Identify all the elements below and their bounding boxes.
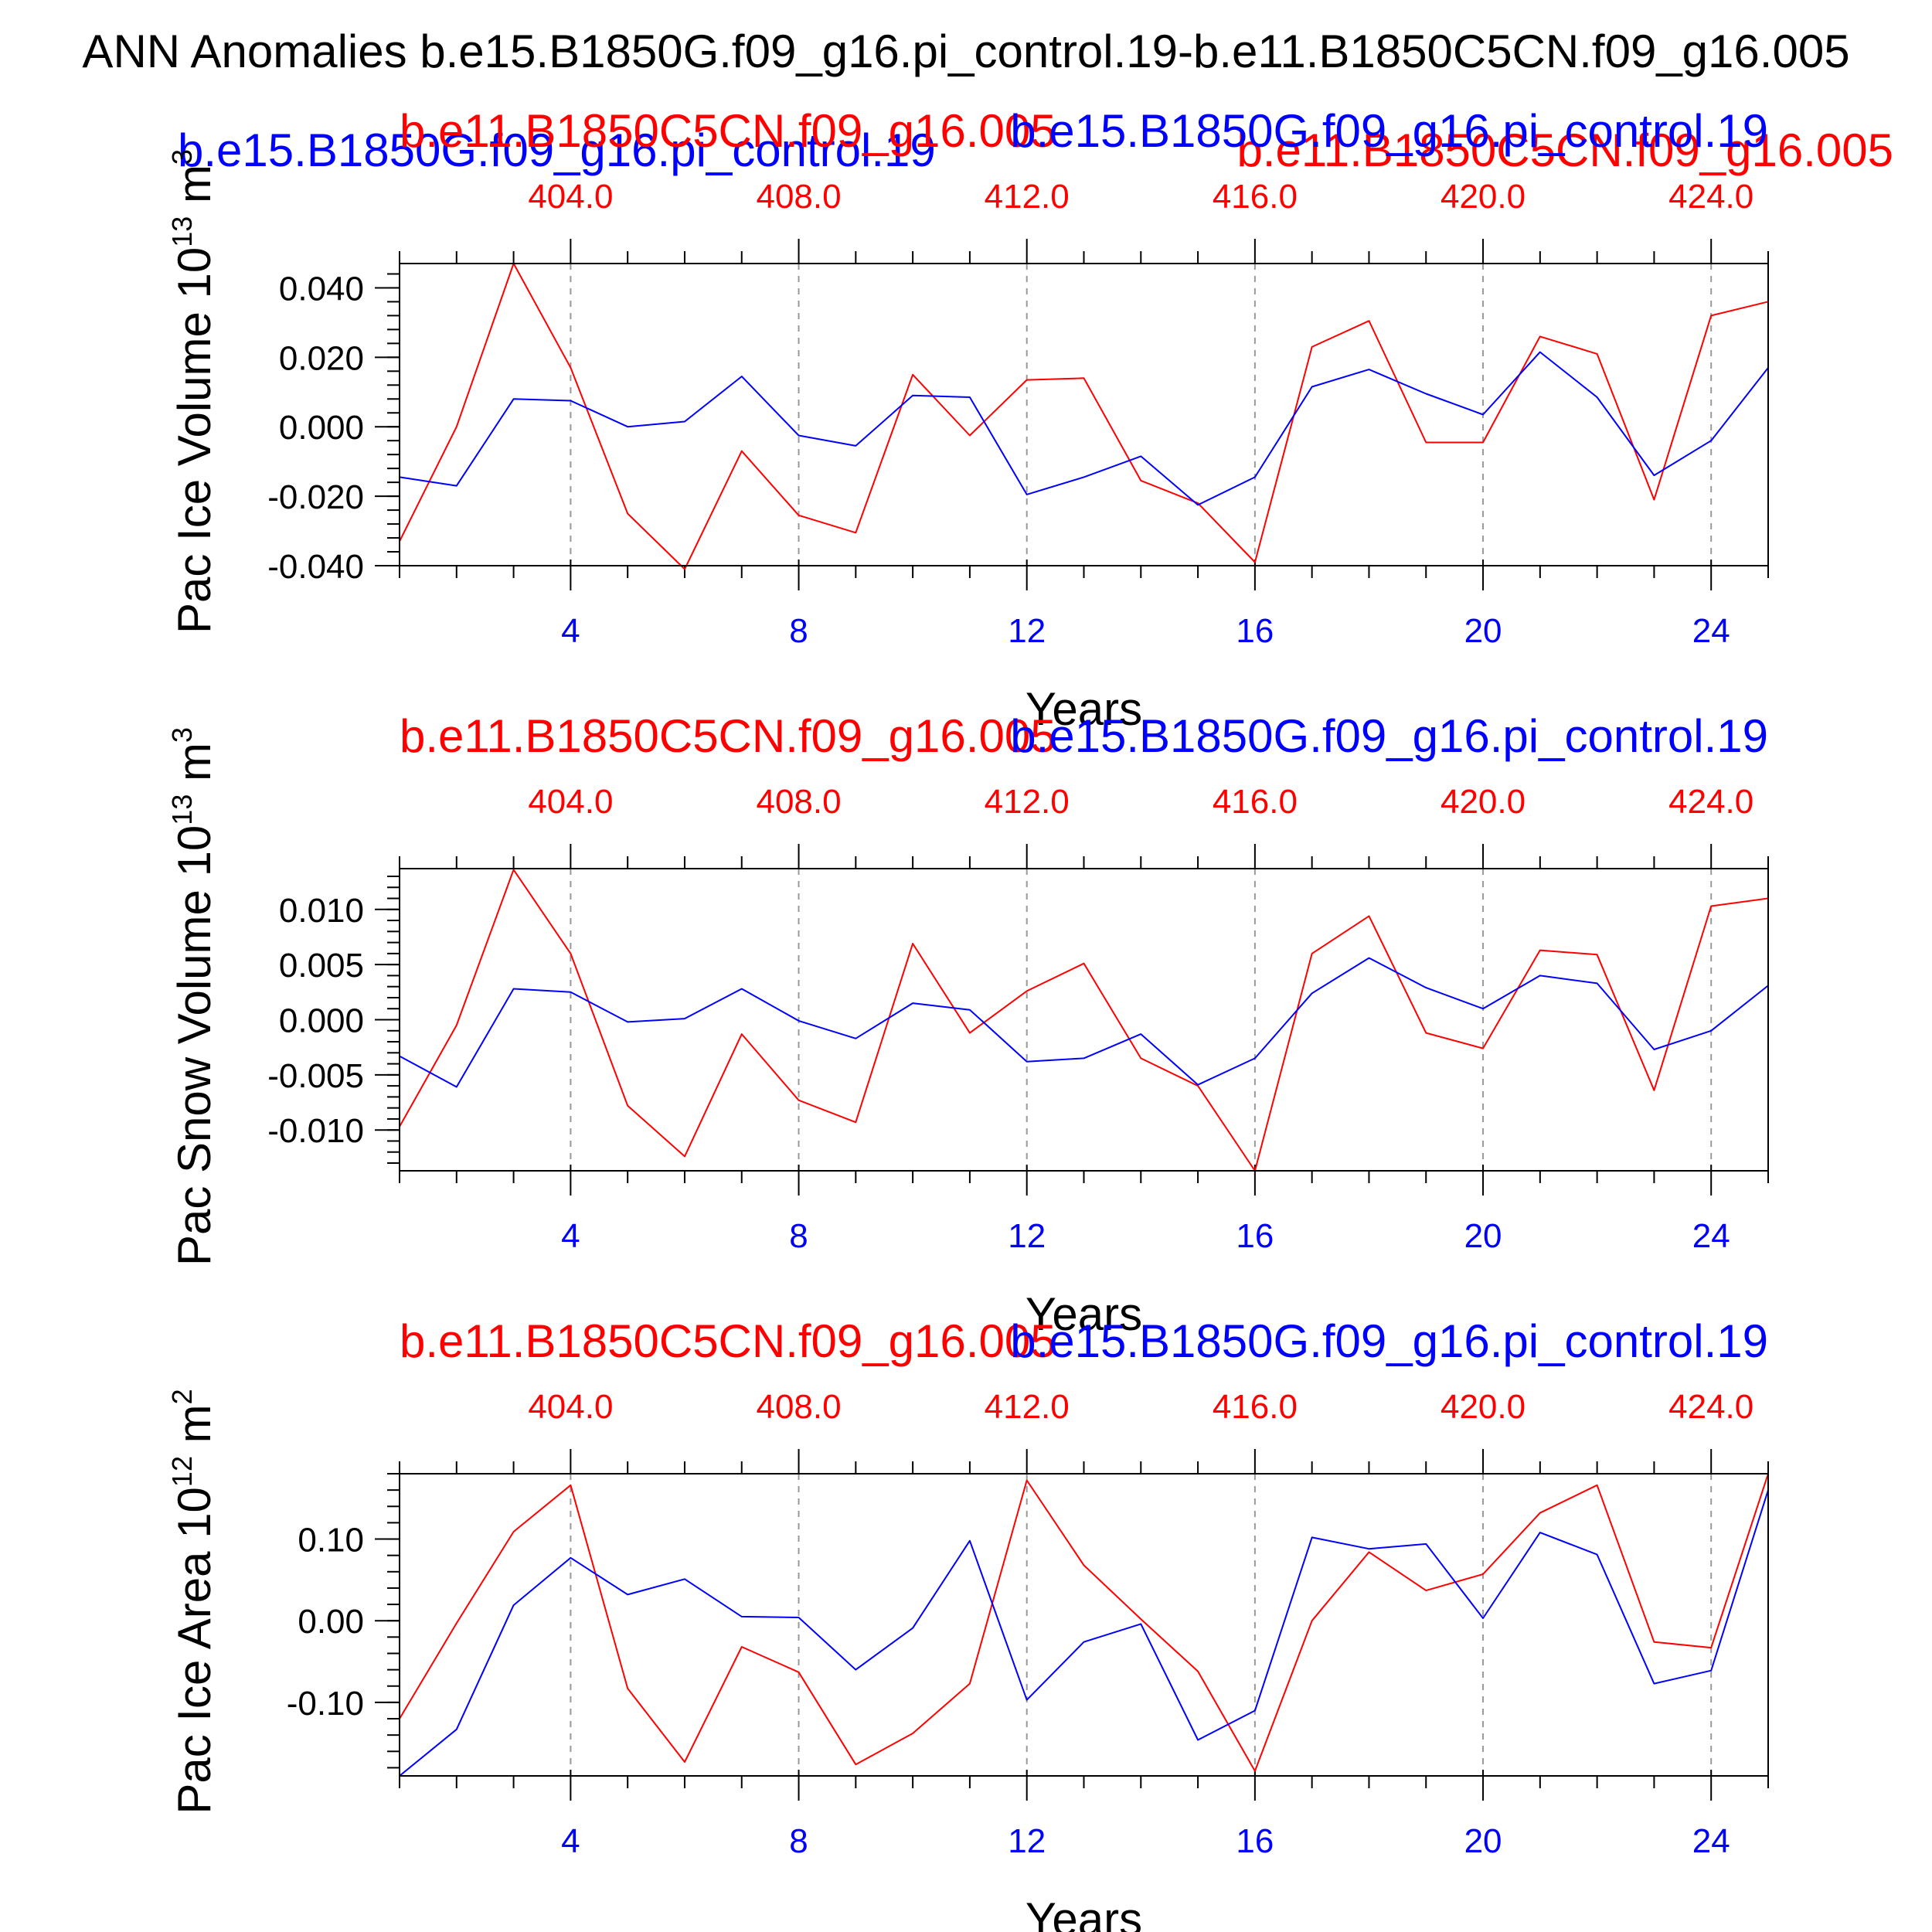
x-tick-label: 8 xyxy=(789,1822,808,1860)
top-label-blue: b.e15.B1850G.f09_g16.pi_control.19 xyxy=(1010,710,1768,762)
y-axis-title-unit-exponent: 3 xyxy=(166,149,198,165)
top-tick-label: 408.0 xyxy=(756,178,841,216)
top-tick-label: 416.0 xyxy=(1213,1388,1298,1426)
y-axis-title-unit: m xyxy=(168,165,220,216)
x-tick-label: 24 xyxy=(1692,1217,1730,1255)
top-tick-label: 412.0 xyxy=(985,783,1070,821)
y-axis-title: Pac Ice Volume 1013 m3 xyxy=(166,149,220,634)
top-label-red: b.e11.B1850C5CN.f09_g16.005 xyxy=(400,105,1056,157)
series-line-blue xyxy=(399,957,1769,1088)
x-tick-label: 16 xyxy=(1236,1217,1274,1255)
y-axis-title-main: Pac Ice Volume 10 xyxy=(168,247,220,634)
y-tick-label: -0.10 xyxy=(287,1685,364,1723)
plot-frame xyxy=(399,263,1769,566)
y-axis-title-exponent: 13 xyxy=(166,794,198,825)
top-tick-label: 404.0 xyxy=(528,178,613,216)
x-axis-title: Years xyxy=(1026,1288,1142,1340)
x-tick-label: 12 xyxy=(1008,612,1046,650)
series-line-red xyxy=(399,263,1769,570)
x-tick-label: 20 xyxy=(1464,1822,1502,1860)
top-label-red: b.e11.B1850C5CN.f09_g16.005 xyxy=(400,1315,1056,1367)
top-tick-label: 424.0 xyxy=(1668,783,1753,821)
top-tick-label: 404.0 xyxy=(528,783,613,821)
y-axis-title-unit: m xyxy=(168,743,220,794)
y-axis-title-exponent: 12 xyxy=(166,1456,198,1487)
x-tick-label: 8 xyxy=(789,1217,808,1255)
x-tick-label: 12 xyxy=(1008,1822,1046,1860)
top-tick-label: 416.0 xyxy=(1213,783,1298,821)
y-axis-title: Pac Ice Area 1012 m2 xyxy=(166,1389,220,1814)
top-tick-label: 408.0 xyxy=(756,783,841,821)
x-axis-title: Years xyxy=(1026,683,1142,735)
y-axis-title-exponent: 13 xyxy=(166,216,198,247)
plot-frame xyxy=(399,1473,1769,1777)
y-tick-label: -0.020 xyxy=(267,478,364,516)
top-label-blue: b.e15.B1850G.f09_g16.pi_control.19 xyxy=(1010,1315,1768,1367)
top-tick-label: 424.0 xyxy=(1668,178,1753,216)
x-tick-label: 24 xyxy=(1692,1822,1730,1860)
top-tick-label: 408.0 xyxy=(756,1388,841,1426)
top-tick-label: 412.0 xyxy=(985,178,1070,216)
plot-frame xyxy=(399,868,1769,1172)
x-tick-label: 16 xyxy=(1236,612,1274,650)
x-tick-label: 4 xyxy=(561,1217,580,1255)
series-line-red xyxy=(399,869,1769,1172)
y-axis-title-unit-exponent: 3 xyxy=(166,727,198,743)
y-axis-title-main: Pac Ice Area 10 xyxy=(168,1487,220,1815)
y-axis-title-main: Pac Snow Volume 10 xyxy=(168,825,220,1266)
series-line-blue xyxy=(399,351,1769,506)
x-tick-label: 24 xyxy=(1692,612,1730,650)
y-tick-label: 0.010 xyxy=(279,892,364,930)
series-line-blue xyxy=(399,1489,1769,1777)
x-tick-label: 4 xyxy=(561,612,580,650)
y-axis-title-unit-exponent: 2 xyxy=(166,1389,198,1404)
x-tick-label: 4 xyxy=(561,1822,580,1860)
x-axis-title: Years xyxy=(1026,1893,1142,1932)
top-label-blue: b.e15.B1850G.f09_g16.pi_control.19 xyxy=(1010,105,1768,157)
y-axis-title-unit: m xyxy=(168,1404,220,1456)
y-tick-label: 0.000 xyxy=(279,1002,364,1040)
y-tick-label: 0.020 xyxy=(279,339,364,377)
y-axis-title: Pac Snow Volume 1013 m3 xyxy=(166,727,220,1266)
chart-panel-2: -0.010 -0.005 0.000 0.005 0.010 4 8 12 16 20 24 404… xyxy=(166,710,1769,1340)
top-tick-label: 420.0 xyxy=(1440,178,1526,216)
x-tick-label: 16 xyxy=(1236,1822,1274,1860)
y-tick-label: -0.040 xyxy=(267,548,364,586)
top-tick-label: 424.0 xyxy=(1668,1388,1753,1426)
x-tick-label: 20 xyxy=(1464,1217,1502,1255)
y-tick-label: 0.00 xyxy=(298,1603,364,1641)
x-tick-label: 20 xyxy=(1464,612,1502,650)
y-tick-label: -0.010 xyxy=(267,1112,364,1150)
top-tick-label: 416.0 xyxy=(1213,178,1298,216)
top-tick-label: 420.0 xyxy=(1440,1388,1526,1426)
top-tick-label: 404.0 xyxy=(528,1388,613,1426)
header-legend-blue: b.e15.B1850G.f09_g16.pi_control.19 xyxy=(178,124,936,176)
header-legend-red: b.e11.B1850C5CN.f09_g16.005 xyxy=(1236,124,1893,176)
x-tick-label: 12 xyxy=(1008,1217,1046,1255)
top-tick-label: 412.0 xyxy=(985,1388,1070,1426)
chart-panel-1: -0.040 -0.020 0.000 0.020 0.040 4 8 12 16 20 24 404… xyxy=(166,105,1769,735)
y-tick-label: -0.005 xyxy=(267,1057,364,1095)
chart-panel-3: -0.10 0.00 0.10 4 8 12 16 20 24 404.0 408.0 412.0 41… xyxy=(166,1315,1769,1932)
x-tick-label: 8 xyxy=(789,612,808,650)
series-line-red xyxy=(399,1473,1769,1772)
top-label-red: b.e11.B1850C5CN.f09_g16.005 xyxy=(400,710,1056,762)
y-tick-label: 0.000 xyxy=(279,409,364,447)
top-tick-label: 420.0 xyxy=(1440,783,1526,821)
figure-title: ANN Anomalies b.e15.B1850G.f09_g16.pi_co… xyxy=(82,26,1849,77)
y-tick-label: 0.10 xyxy=(298,1522,364,1560)
y-tick-label: 0.005 xyxy=(279,947,364,985)
y-tick-label: 0.040 xyxy=(279,270,364,308)
